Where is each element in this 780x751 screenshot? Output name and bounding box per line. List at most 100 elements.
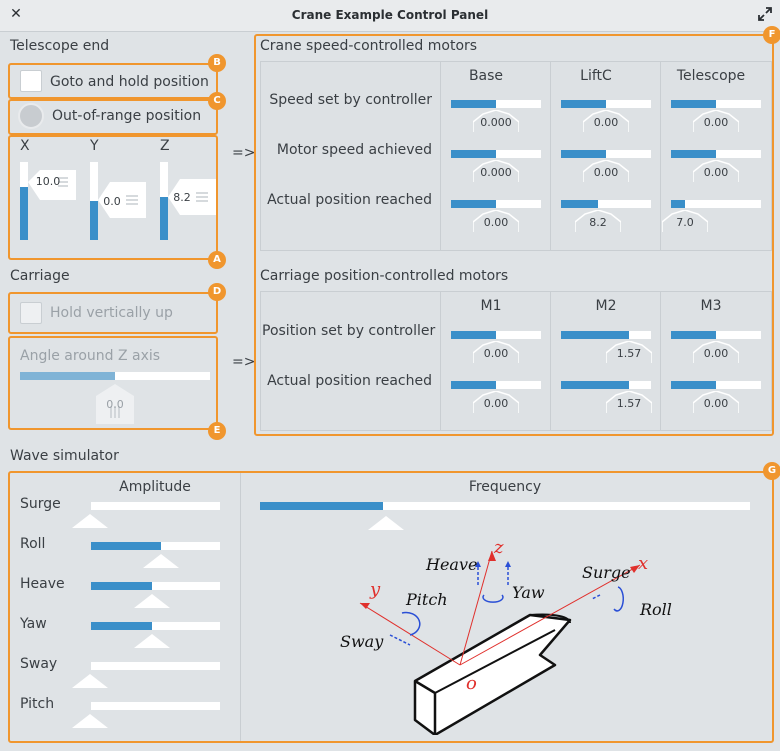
angle-z-label: Angle around Z axis: [20, 348, 161, 364]
crane-row-2-col-0-bar: [451, 200, 541, 208]
wave-heave-slider-thumb[interactable]: [134, 594, 170, 608]
carriage-row-0-col-0-value-tag: 0.00: [473, 341, 519, 363]
wave-yaw-amplitude-slider[interactable]: [91, 622, 220, 630]
crane-col-sep-3: [660, 62, 661, 250]
carriage-row-0-col-2-value-tag: 0.00: [693, 341, 739, 363]
carriage-row-1-col-2-bar: [671, 381, 761, 389]
carriage-title: Carriage: [10, 268, 70, 284]
diagram-surge: Surge: [582, 563, 631, 582]
crane-row-0-col-2-value: 0.00: [703, 116, 729, 129]
angle-z-value: 0.0: [106, 398, 124, 411]
carriage-row-1-col-0-value-tag: 0.00: [473, 391, 519, 413]
axis-y-value: 0.0: [103, 195, 121, 208]
crane-row-0-col-2-bar: [671, 100, 761, 108]
wave-heave-amplitude-slider[interactable]: [91, 582, 220, 590]
axis-z-value-tag: [168, 179, 216, 215]
crane-row-2-col-1-value-tag: 8.2: [575, 210, 621, 232]
out-of-range-group: [8, 99, 218, 135]
wave-heave-label: Heave: [20, 576, 65, 592]
goto-hold-checkbox[interactable]: [20, 70, 42, 92]
axis-x-slider[interactable]: [20, 162, 28, 240]
diagram-pitch: Pitch: [405, 590, 448, 609]
carriage-col-sep-2: [550, 292, 551, 430]
carriage-col-sep-1: [440, 292, 441, 430]
crane-row-2-col-1-value: 8.2: [589, 216, 607, 229]
axis-z-slider[interactable]: [160, 162, 168, 240]
angle-z-slider[interactable]: [20, 372, 210, 380]
hold-vertical-checkbox[interactable]: [20, 302, 42, 324]
window-title: Crane Example Control Panel: [291, 8, 489, 22]
crane-row-0-col-1-value-tag: 0.00: [583, 110, 629, 132]
badge-d: D: [208, 283, 226, 301]
carriage-motors-title: Carriage position-controlled motors: [260, 268, 509, 284]
wave-roll-amplitude-slider[interactable]: [91, 542, 220, 550]
diagram-origin: o: [466, 673, 477, 694]
crane-col-telescope: Telescope: [676, 68, 746, 84]
ship-motion-diagram: Heave Yaw Surge Roll Pitch Sway z y x o: [340, 537, 672, 735]
crane-row-label: Motor speed achieved: [276, 142, 432, 158]
carriage-motors-table: [260, 291, 772, 431]
crane-row-label: Actual position reached: [267, 192, 432, 208]
carriage-row-1-col-1-bar: [561, 381, 651, 389]
crane-row-2-col-1-bar: [561, 200, 651, 208]
frequency-slider-thumb[interactable]: [368, 516, 404, 530]
wave-col-sep: [240, 473, 241, 741]
goto-hold-group: [8, 63, 218, 99]
wave-sway-label: Sway: [20, 656, 58, 672]
title-bar: ✕ Crane Example Control Panel: [0, 0, 780, 32]
angle-z-value-tag: [96, 384, 134, 424]
carriage-col-m1: M1: [480, 298, 502, 314]
frequency-header: Frequency: [468, 479, 542, 495]
crane-row-2-col-2-bar: [671, 200, 761, 208]
badge-c: C: [208, 92, 226, 110]
diagram-sway: Sway: [340, 632, 384, 651]
telescope-xyz-group: [8, 135, 218, 260]
badge-g: G: [763, 462, 780, 480]
goto-hold-label: Goto and hold position: [50, 74, 209, 90]
axis-x-value: 10.0: [35, 175, 61, 188]
badge-f: F: [763, 26, 780, 44]
crane-row-0-col-2-value-tag: 0.00: [693, 110, 739, 132]
carriage-row-0-col-1-value: 1.57: [616, 347, 642, 360]
crane-motors-title: Crane speed-controlled motors: [260, 38, 478, 54]
crane-row-1-col-0-value-tag: 0.000: [473, 160, 519, 182]
wave-surge-slider-thumb[interactable]: [72, 514, 108, 528]
crane-row-0-col-0-bar: [451, 100, 541, 108]
crane-row-0-col-0-value: 0.000: [480, 116, 512, 129]
expand-icon[interactable]: [758, 7, 772, 21]
wave-surge-amplitude-slider[interactable]: [91, 502, 220, 510]
wave-surge-label: Surge: [20, 496, 61, 512]
crane-row-0-col-1-bar: [561, 100, 651, 108]
frequency-slider[interactable]: [260, 502, 750, 510]
carriage-row-1-col-0-value: 0.00: [483, 397, 509, 410]
carriage-col-m2: M2: [595, 298, 617, 314]
hold-vertical-label: Hold vertically up: [50, 305, 173, 321]
axis-y-slider[interactable]: [90, 162, 98, 240]
angle-z-group: [8, 336, 218, 430]
axis-z-label: Z: [160, 138, 170, 154]
axis-x-label: X: [20, 138, 30, 154]
carriage-row-label: Position set by controller: [262, 323, 436, 339]
crane-row-1-col-0-value: 0.000: [480, 166, 512, 179]
carriage-row-1-col-2-value: 0.00: [703, 397, 729, 410]
crane-row-1-col-1-value-tag: 0.00: [583, 160, 629, 182]
out-of-range-label: Out-of-range position: [52, 108, 202, 124]
wave-sway-slider-thumb[interactable]: [72, 674, 108, 688]
motors-panel: [254, 34, 774, 436]
carriage-row-0-col-0-value: 0.00: [483, 347, 509, 360]
wave-pitch-amplitude-slider[interactable]: [91, 702, 220, 710]
arrow-to-carriage-motors: =>: [232, 354, 256, 370]
wave-simulator-title: Wave simulator: [10, 448, 119, 464]
close-icon[interactable]: ✕: [10, 6, 22, 22]
wave-pitch-slider-thumb[interactable]: [72, 714, 108, 728]
wave-yaw-slider-thumb[interactable]: [134, 634, 170, 648]
wave-roll-slider-thumb[interactable]: [143, 554, 179, 568]
wave-roll-label: Roll: [20, 536, 46, 552]
carriage-row-label: Actual position reached: [267, 373, 432, 389]
carriage-row-0-col-2-value: 0.00: [703, 347, 729, 360]
wave-yaw-label: Yaw: [20, 616, 47, 632]
crane-col-base: Base: [468, 68, 504, 84]
wave-sway-amplitude-slider[interactable]: [91, 662, 220, 670]
diagram-axis-x: x: [638, 553, 648, 574]
amplitude-header: Amplitude: [119, 479, 191, 495]
